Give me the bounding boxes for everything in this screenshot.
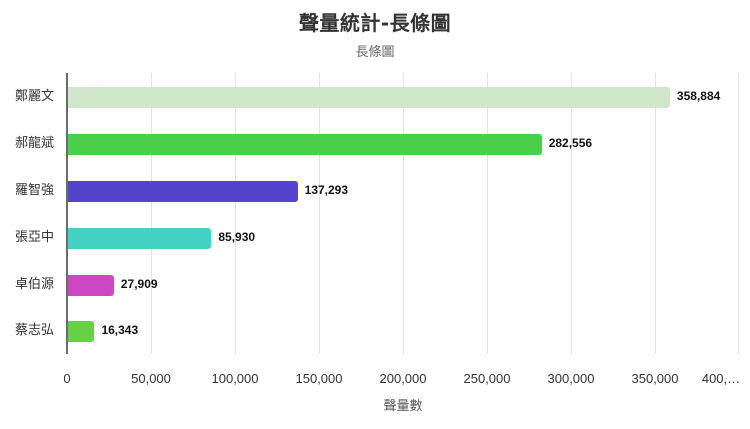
- gridline: [571, 73, 572, 354]
- category-label: 張亞中: [14, 230, 54, 245]
- bar[interactable]: [67, 228, 212, 249]
- bar-value-label: 27,909: [120, 277, 158, 291]
- gridline: [738, 73, 739, 354]
- x-tick-label: 150,000: [295, 371, 343, 386]
- gridline: [655, 73, 656, 354]
- bar-value-label: 137,293: [304, 183, 349, 197]
- x-tick-label: 300,000: [547, 371, 595, 386]
- category-label: 卓伯源: [14, 277, 54, 292]
- gridline: [151, 73, 152, 354]
- bar-value-label: 85,930: [218, 230, 256, 244]
- x-tick-label: 0: [63, 371, 71, 386]
- gridline: [319, 73, 320, 354]
- x-tick-label: 350,000: [631, 371, 679, 386]
- gridline: [403, 73, 404, 354]
- x-tick-label: 50,000: [131, 371, 171, 386]
- bar[interactable]: [67, 181, 298, 202]
- bar-value-label: 282,556: [548, 136, 593, 150]
- x-tick-label: 100,000: [211, 371, 259, 386]
- x-tick-label: 400,…: [701, 371, 741, 386]
- gridline: [235, 73, 236, 354]
- bar[interactable]: [67, 134, 542, 155]
- chart-subtitle: 長條圖: [355, 45, 395, 60]
- bar[interactable]: [67, 275, 114, 296]
- bar[interactable]: [67, 87, 670, 108]
- category-label: 蔡志弘: [14, 323, 54, 338]
- gridline: [487, 73, 488, 354]
- chart-title: 聲量統計-長條圖: [298, 11, 452, 35]
- plot-area: [67, 73, 739, 354]
- category-label: 鄭麗文: [14, 89, 54, 104]
- x-tick-label: 250,000: [463, 371, 511, 386]
- bar-value-label: 16,343: [101, 323, 139, 337]
- category-label: 郝龍斌: [14, 136, 54, 151]
- x-tick-label: 200,000: [379, 371, 427, 386]
- category-label: 羅智強: [14, 183, 54, 198]
- bar[interactable]: [67, 321, 95, 342]
- bar-value-label: 358,884: [676, 89, 721, 103]
- x-axis-title: 聲量數: [383, 399, 423, 414]
- y-axis-line: [66, 73, 68, 354]
